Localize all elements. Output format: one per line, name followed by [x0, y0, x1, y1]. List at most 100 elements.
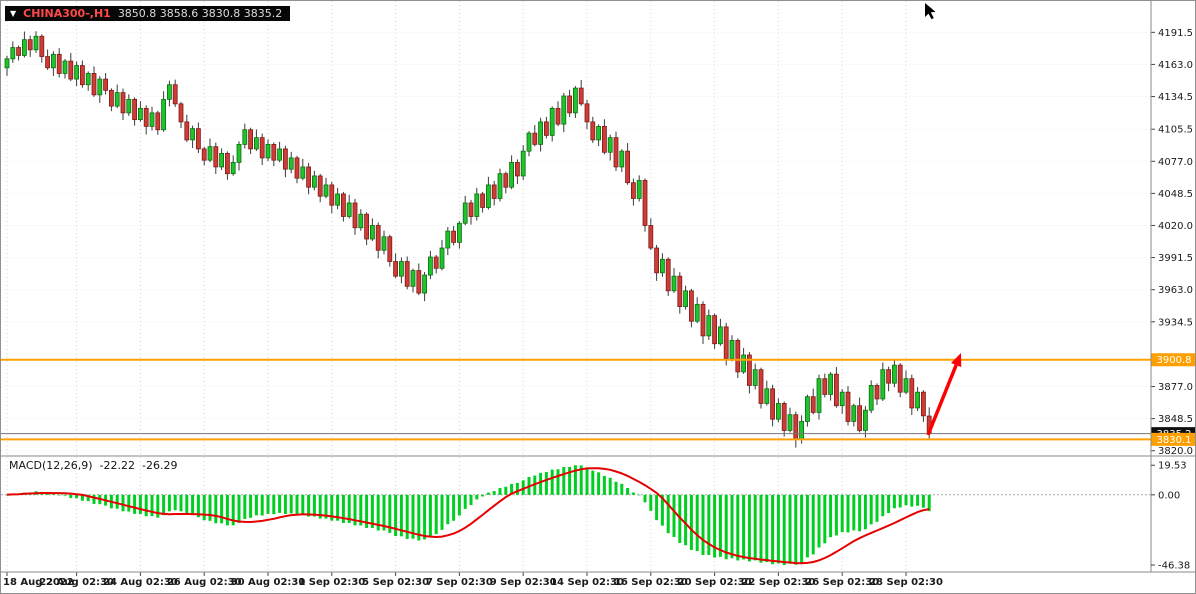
candle-bearish: [178, 103, 184, 123]
macd-histogram-bar: [602, 475, 606, 495]
candle-bearish: [16, 47, 22, 56]
macd-histogram-bar: [846, 494, 850, 533]
candle-bullish: [242, 129, 248, 145]
time-axis-label: 30 Aug 02:30: [231, 577, 306, 588]
macd-histogram-bar: [805, 494, 809, 558]
macd-histogram-bar: [388, 494, 392, 533]
candle-bullish: [729, 339, 735, 359]
macd-histogram-bar: [887, 494, 891, 513]
candle-bullish: [369, 225, 375, 240]
candle-bearish: [80, 65, 85, 86]
macd-histogram-bar: [115, 494, 119, 509]
candle-bearish: [909, 378, 915, 409]
symbol-info-bar[interactable]: ▼ CHINA300-,H1 3850.8 3858.6 3830.8 3835…: [5, 6, 291, 21]
candle-bullish: [509, 162, 515, 188]
candle-bullish: [445, 230, 451, 249]
macd-histogram-bar: [92, 494, 96, 504]
candle-bearish: [712, 315, 717, 345]
candle-bullish: [97, 78, 103, 96]
price-axis-label: 3991.5: [1158, 253, 1193, 264]
candle-bearish: [155, 112, 161, 131]
candle-bullish: [21, 39, 27, 56]
candle-bullish: [497, 173, 503, 199]
candle-bullish: [462, 202, 468, 224]
macd-histogram-bar: [162, 494, 166, 516]
macd-histogram-bar: [910, 494, 914, 507]
candle-bearish: [480, 193, 486, 208]
macd-histogram-bar: [782, 494, 786, 566]
candle-bullish: [485, 184, 491, 208]
candle-bullish: [288, 157, 294, 170]
candle-bearish: [68, 60, 74, 80]
price-axis-label: 3820.0: [1158, 446, 1193, 457]
macd-histogram-bar: [121, 494, 125, 512]
candle-bearish: [874, 385, 880, 400]
macd-histogram-bar: [330, 494, 334, 521]
macd-histogram-bar: [225, 494, 229, 526]
time-axis-label: 22 Sep 02:30: [741, 577, 815, 588]
macd-histogram-bar: [863, 494, 867, 530]
candle-bullish: [764, 388, 770, 404]
macd-histogram-bar: [196, 494, 200, 518]
macd-histogram-bar: [312, 494, 316, 517]
candle-bullish: [892, 364, 897, 384]
macd-histogram-bar: [289, 494, 293, 514]
candle-bearish: [416, 270, 422, 294]
macd-histogram-bar: [591, 470, 595, 495]
candle-bearish: [631, 182, 636, 199]
macd-histogram-bar: [405, 494, 409, 539]
candle-bullish: [219, 153, 225, 168]
indicator-value-2: -26.29: [142, 459, 178, 472]
macd-histogram-bar: [457, 494, 461, 516]
ohlc-values: 3850.8 3858.6 3830.8 3835.2: [117, 7, 283, 20]
candle-bullish: [335, 193, 341, 206]
macd-histogram-bar: [272, 494, 276, 515]
candle-bearish: [625, 150, 630, 184]
candle-bullish: [456, 222, 462, 243]
candle-bullish: [671, 275, 677, 292]
macd-axis-label: 19.53: [1158, 461, 1187, 472]
candle-bearish: [793, 414, 799, 440]
macd-histogram-bar: [150, 494, 154, 517]
candle-bearish: [364, 213, 370, 240]
macd-histogram-bar: [852, 494, 856, 531]
macd-histogram-bar: [370, 494, 374, 528]
macd-histogram-bar: [283, 494, 287, 514]
candle-bearish: [567, 95, 572, 114]
candle-bullish: [323, 184, 329, 197]
macd-histogram-bar: [191, 494, 195, 515]
macd-histogram-bar: [394, 494, 398, 537]
macd-histogram-bar: [452, 494, 456, 521]
macd-axis-label: -46.38: [1158, 561, 1190, 572]
macd-histogram-bar: [498, 488, 502, 495]
price-axis-label: 4191.5: [1158, 28, 1193, 39]
macd-histogram-bar: [759, 494, 763, 563]
candle-bullish: [863, 409, 868, 431]
macd-histogram-bar: [51, 493, 55, 495]
macd-histogram-bar: [892, 494, 896, 509]
macd-histogram-bar: [736, 494, 740, 561]
level-price-tag-label: 3830.1: [1157, 435, 1192, 446]
macd-histogram-bar: [718, 494, 722, 557]
candle-bullish: [619, 150, 625, 168]
candle-bearish: [532, 132, 538, 145]
macd-histogram-bar: [75, 494, 79, 499]
trend-arrow-head[interactable]: [951, 353, 962, 368]
candle-bearish: [578, 87, 584, 105]
chart-dropdown-icon[interactable]: ▼: [10, 9, 17, 18]
macd-histogram-bar: [614, 481, 618, 495]
macd-histogram-bar: [597, 472, 601, 495]
trend-arrow-shaft[interactable]: [926, 364, 958, 436]
macd-histogram-bar: [492, 491, 496, 495]
candle-bearish: [375, 225, 381, 251]
candle-bullish: [166, 84, 172, 100]
macd-histogram-bar: [341, 494, 345, 523]
candle-bearish: [317, 175, 323, 197]
candle-bearish: [393, 261, 399, 277]
candle-bullish: [596, 125, 601, 141]
macd-histogram-bar: [5, 494, 9, 496]
candle-bearish: [822, 378, 828, 395]
macd-histogram-bar: [840, 494, 844, 533]
macd-histogram-bar: [167, 494, 171, 512]
